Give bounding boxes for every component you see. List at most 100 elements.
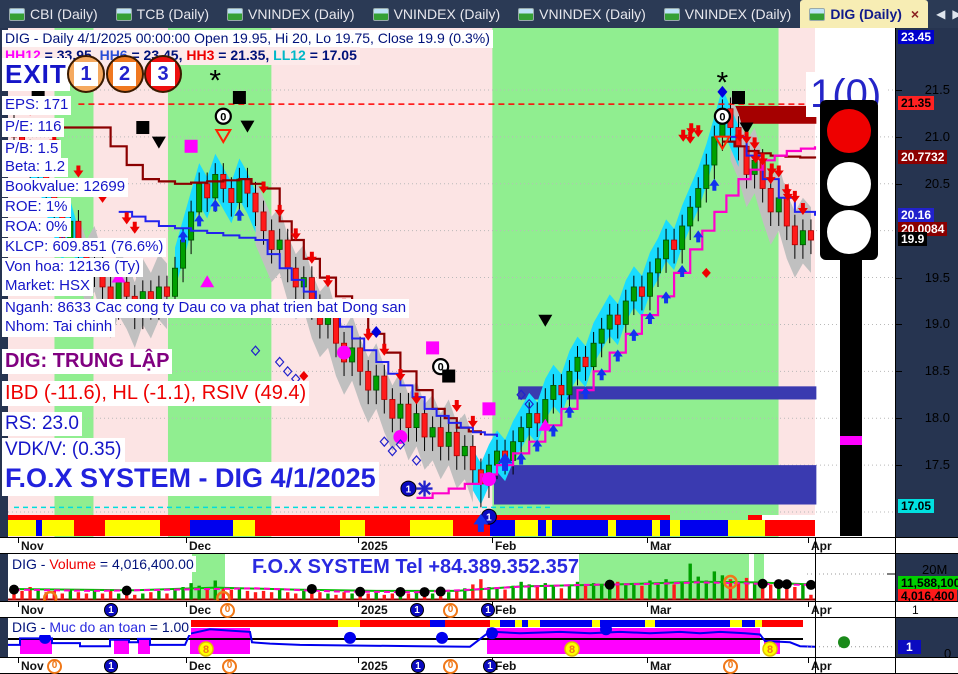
tab-close-icon[interactable]: × [910,6,920,22]
price-badge-23.45: 23.45 [898,30,935,44]
tab-vnindex-daily-[interactable]: VNINDEX (Daily) [364,0,510,28]
momentum-label: IBD (-11.6), HL (-1.1), RSIV (49.4) [2,381,310,406]
svg-text:1: 1 [406,484,412,495]
marker-zero-badge: 0 [723,659,738,674]
month-label-2025: 2025 [361,659,388,673]
stat-roa: ROA: 0% [2,218,71,237]
tab-dig-daily-[interactable]: DIG (Daily) × [800,0,929,28]
chart-thumbnail-icon [9,7,25,21]
tab-scroll-right-icon[interactable]: ▶ [952,7,958,21]
date-axis-volume: Nov Dec 2025 Feb Mar Apr 1 0 1 0 1 1 [0,601,958,618]
marker-one-badge: 1 [104,659,118,673]
volume-label-name: Volume [49,556,97,572]
svg-text:8: 8 [569,644,575,656]
stat-eps: EPS: 171 [2,96,72,115]
marker-one-badge: 1 [411,659,425,673]
y-axis-label: 18.0 [924,410,950,425]
chart-thumbnail-icon [115,7,132,21]
chart-thumbnail-icon [518,7,535,21]
tab-scroll-left-icon[interactable]: ◀ [936,7,946,21]
month-label-dec: Dec [189,659,212,673]
price-badge-20.16: 20.16 [898,208,935,222]
axis-separator-line [895,28,896,674]
y-axis-label: 18.5 [924,363,950,378]
exit-label: EXIT [2,58,70,91]
safety-label-value: = 1.00 [145,619,190,635]
stat-p-e: P/E: 116 [2,118,65,137]
month-label-nov: Nov [21,603,44,617]
stat-klcp: KLCP: 609.851 (76.6%) [2,238,167,257]
month-label-apr: Apr [811,603,832,617]
month-label-dec: Dec [189,539,212,553]
rating-label: DIG: TRUNG LẬP [2,349,173,374]
svg-text:8: 8 [767,644,773,656]
tab-vnindex-daily-[interactable]: VNINDEX (Daily) [655,0,801,28]
svg-text:*: * [209,65,221,98]
date-axis-safety: Nov Dec 2025 Feb Mar Apr 0 1 0 1 0 1 0 [0,657,958,674]
svg-text:1: 1 [486,512,492,523]
safety-label-name: Muc do an toan [49,619,146,635]
marker-zero-badge: 0 [47,659,62,674]
marker-zero-badge: 0 [443,659,458,674]
group-label: Nhom: Tai chinh [2,318,116,337]
stat-beta: Beta: 1.2 [2,158,69,177]
stat-p-b: P/B: 1.5 [2,140,62,159]
volume-axis-corner-label: 1 [912,603,919,617]
traffic-light-icon [820,100,878,260]
month-label-mar: Mar [650,539,672,553]
signal-circle-3: 3 [144,55,182,93]
price-badge-21.35: 21.35 [898,96,935,110]
stat-von-hoa: Von hoa: 12136 (Ty) [2,258,144,277]
y-axis-label: 21.5 [924,82,950,97]
month-label-nov: Nov [21,659,44,673]
tab-tcb-daily-[interactable]: TCB (Daily) [107,0,218,28]
month-label-dec: Dec [189,603,212,617]
month-label-2025: 2025 [361,603,388,617]
tab-vnindex-daily-[interactable]: VNINDEX (Daily) [218,0,364,28]
month-label-2025: 2025 [361,539,388,553]
y-axis-label: 19.0 [924,316,950,331]
month-label-apr: Apr [811,539,832,553]
safety-panel: 8 8 8 DIG - Muc do an toan = 1.00 1 0 [0,618,958,661]
marker-one-badge: 1 [481,603,495,617]
marker-zero-badge: 0 [222,659,237,674]
signal-circle-2: 2 [105,55,144,93]
month-label-apr: Apr [811,659,832,673]
volume-panel: DIG - Volume = 4,016,400.00 F.O.X SYSTEM… [0,554,958,603]
red-light-on [827,109,871,153]
month-label-mar: Mar [650,659,672,673]
light-off [827,162,871,206]
chart-thumbnail-icon [372,7,389,21]
signal-circle-1: 1 [67,55,105,93]
system-banner: F.O.X SYSTEM - DIG 4/1/2025 [2,462,379,496]
stat-roe: ROE: 1% [2,198,71,217]
safety-label: DIG - Muc do an toan = 1.00 [10,619,192,635]
marker-one-badge: 1 [483,659,497,673]
svg-text:0: 0 [719,111,725,123]
y-axis-label: 19.5 [924,270,950,285]
marker-one-badge: 1 [104,603,118,617]
volume-label: DIG - Volume = 4,016,400.00 [10,556,196,572]
marker-one-badge: 1 [410,603,424,617]
safety-zero-label: 0 [944,646,952,661]
y-axis-label: 20.5 [924,176,950,191]
vdk-label: VDK/V: (0.35) [2,438,125,462]
month-label-feb: Feb [495,603,517,617]
svg-text:0: 0 [220,111,226,123]
safety-chart-canvas[interactable]: 8 8 8 [8,618,895,657]
main-chart-panel: * * 0 0 0 1 1 DIG - Daily 4/1/2025 00:00:00 Op… [0,28,958,537]
tab-bar: (Daily)CBI (Daily)TCB (Daily)VNINDEX (Da… [0,0,958,28]
volume-label-symbol: DIG - [12,556,50,572]
plot-border-line [815,537,816,674]
industry-label: Nganh: 8633 Cac cong ty Dau co va phat t… [2,299,410,318]
tab-vnindex-daily-[interactable]: VNINDEX (Daily) [509,0,655,28]
price-badge-19.9: 19.9 [898,232,928,246]
tab-cbi-daily-[interactable]: CBI (Daily) [0,0,107,28]
price-badge-17.05: 17.05 [898,499,935,513]
price-badge-20.7732: 20.7732 [898,150,948,164]
chart-thumbnail-icon [809,7,826,21]
stat-market: Market: HSX [2,277,94,296]
pole-magenta-mark [840,436,862,445]
